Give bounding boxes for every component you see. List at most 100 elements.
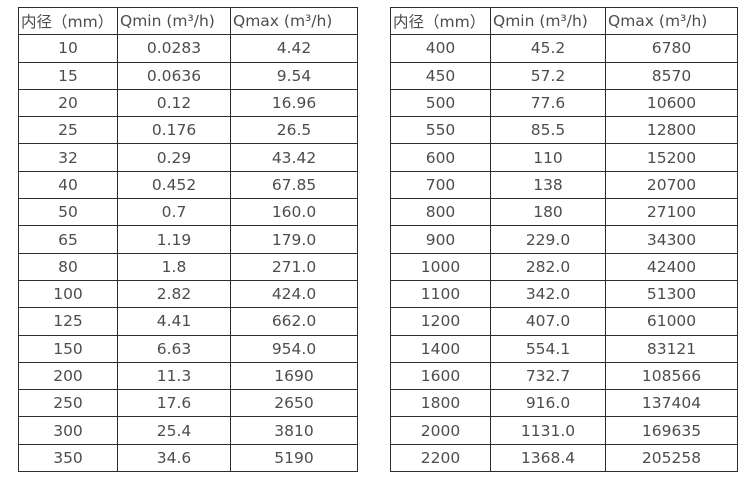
flow-table-right: 内径（mm） Qmin (m³/h) Qmax (m³/h) 400 45.2 6780… (390, 6, 738, 473)
table-cell: 0.7 (117, 198, 231, 227)
table-cell: 900 (390, 225, 491, 254)
table-row: 200 11.3 1690 (18, 361, 358, 391)
table-cell: 0.0636 (117, 61, 231, 90)
table-cell: 17.6 (117, 389, 231, 418)
table-cell: 12800 (605, 116, 738, 145)
table-cell: 10600 (605, 88, 738, 118)
table-row: 100 2.82 424.0 (18, 279, 358, 309)
table-row: 150 6.63 954.0 (18, 334, 358, 363)
table-cell: 350 (18, 443, 118, 473)
table-row: 32 0.29 43.42 (18, 143, 358, 172)
table-body: 10 0.0283 4.42 15 0.0636 9.54 20 0.12 16.96 25 0.1… (18, 34, 358, 473)
table-cell: 1600 (390, 361, 491, 391)
table-cell: 1.8 (117, 252, 231, 281)
table-cell: 110 (490, 143, 606, 172)
table-row: 1600 732.7 108566 (390, 361, 738, 391)
table-row: 1000 282.0 42400 (390, 252, 738, 281)
table-cell: 137404 (605, 389, 738, 418)
table-cell: 43.42 (230, 143, 358, 172)
table-cell: 205258 (605, 443, 738, 473)
table-cell: 34300 (605, 225, 738, 254)
table-cell: 916.0 (490, 389, 606, 418)
table-row: 500 77.6 10600 (390, 88, 738, 118)
table-row: 80 1.8 271.0 (18, 252, 358, 281)
table-cell: 25.4 (117, 416, 231, 445)
table-cell: 100 (18, 279, 118, 309)
table-cell: 662.0 (230, 307, 358, 336)
table-cell: 83121 (605, 334, 738, 363)
column-header: Qmin (m³/h) (117, 6, 231, 36)
table-cell: 169635 (605, 416, 738, 445)
table-cell: 554.1 (490, 334, 606, 363)
table-cell: 179.0 (230, 225, 358, 254)
table-cell: 732.7 (490, 361, 606, 391)
table-row: 50 0.7 160.0 (18, 198, 358, 227)
table-cell: 424.0 (230, 279, 358, 309)
table-cell: 65 (18, 225, 118, 254)
table-row: 65 1.19 179.0 (18, 225, 358, 254)
table-row: 2000 1131.0 169635 (390, 416, 738, 445)
table-cell: 57.2 (490, 61, 606, 90)
table-cell: 2.82 (117, 279, 231, 309)
table-row: 20 0.12 16.96 (18, 88, 358, 118)
table-cell: 8570 (605, 61, 738, 90)
table-cell: 407.0 (490, 307, 606, 336)
table-cell: 16.96 (230, 88, 358, 118)
table-row: 450 57.2 8570 (390, 61, 738, 90)
table-cell: 1368.4 (490, 443, 606, 473)
table-cell: 6.63 (117, 334, 231, 363)
table-row: 1400 554.1 83121 (390, 334, 738, 363)
table-cell: 9.54 (230, 61, 358, 90)
table-cell: 15200 (605, 143, 738, 172)
table-cell: 282.0 (490, 252, 606, 281)
table-cell: 250 (18, 389, 118, 418)
table-row: 125 4.41 662.0 (18, 307, 358, 336)
table-row: 600 110 15200 (390, 143, 738, 172)
table-body: 400 45.2 6780 450 57.2 8570 500 77.6 10600 550 85.… (390, 34, 738, 473)
table-cell: 25 (18, 116, 118, 145)
table-cell: 2200 (390, 443, 491, 473)
table-cell: 800 (390, 198, 491, 227)
table-row: 1200 407.0 61000 (390, 307, 738, 336)
table-cell: 67.85 (230, 170, 358, 200)
table-cell: 80 (18, 252, 118, 281)
table-cell: 1100 (390, 279, 491, 309)
table-row: 10 0.0283 4.42 (18, 34, 358, 63)
table-cell: 600 (390, 143, 491, 172)
column-header: 内径（mm） (390, 6, 491, 36)
table-cell: 27100 (605, 198, 738, 227)
table-cell: 0.176 (117, 116, 231, 145)
column-header: Qmin (m³/h) (490, 6, 606, 36)
table-row: 25 0.176 26.5 (18, 116, 358, 145)
table-cell: 42400 (605, 252, 738, 281)
table-cell: 4.41 (117, 307, 231, 336)
table-row: 900 229.0 34300 (390, 225, 738, 254)
column-header: Qmax (m³/h) (230, 6, 358, 36)
table-cell: 108566 (605, 361, 738, 391)
table-header: 内径（mm） Qmin (m³/h) Qmax (m³/h) (390, 6, 738, 36)
table-row: 400 45.2 6780 (390, 34, 738, 63)
table-cell: 1200 (390, 307, 491, 336)
table-cell: 2000 (390, 416, 491, 445)
table-row: 550 85.5 12800 (390, 116, 738, 145)
table-cell: 0.452 (117, 170, 231, 200)
table-cell: 1400 (390, 334, 491, 363)
table-cell: 700 (390, 170, 491, 200)
table-cell: 271.0 (230, 252, 358, 281)
table-cell: 6780 (605, 34, 738, 63)
table-cell: 40 (18, 170, 118, 200)
table-cell: 45.2 (490, 34, 606, 63)
table-row: 1800 916.0 137404 (390, 389, 738, 418)
column-header: Qmax (m³/h) (605, 6, 738, 36)
table-cell: 0.29 (117, 143, 231, 172)
table-header: 内径（mm） Qmin (m³/h) Qmax (m³/h) (18, 6, 358, 36)
table-row: 700 138 20700 (390, 170, 738, 200)
table-cell: 1800 (390, 389, 491, 418)
table-cell: 26.5 (230, 116, 358, 145)
column-header: 内径（mm） (18, 6, 118, 36)
table-cell: 125 (18, 307, 118, 336)
table-cell: 200 (18, 361, 118, 391)
table-cell: 5190 (230, 443, 358, 473)
table-cell: 3810 (230, 416, 358, 445)
table-row: 800 180 27100 (390, 198, 738, 227)
